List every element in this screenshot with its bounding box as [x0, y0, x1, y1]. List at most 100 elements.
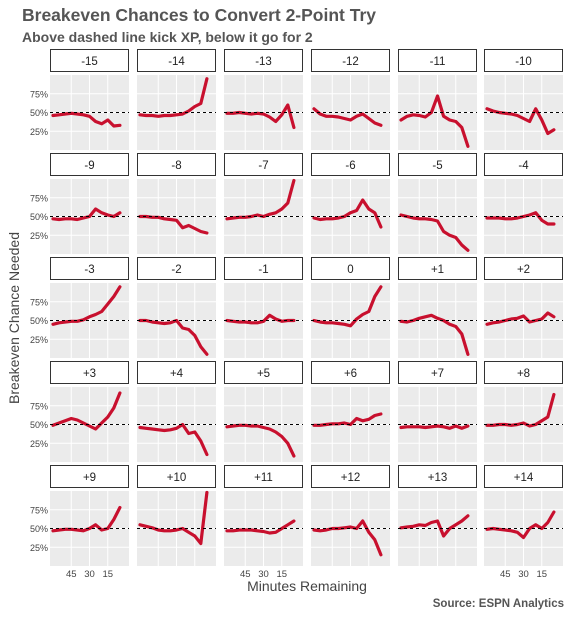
x-tick-label: 30 — [84, 569, 95, 580]
y-tick-label: 25% — [30, 127, 48, 137]
facet-strip — [311, 153, 390, 176]
facet-strip — [224, 361, 303, 384]
facet-strip — [50, 361, 129, 384]
facet-panel: +8 — [484, 361, 563, 462]
facet-panel: -8 — [137, 153, 216, 254]
facet-strip — [137, 257, 216, 280]
facet-label: +7 — [431, 368, 444, 380]
series-line — [399, 514, 470, 538]
facet-panel: +11 45 30 15 — [224, 465, 303, 580]
series-line — [485, 311, 556, 326]
facet-strip — [311, 257, 390, 280]
facet-label: +9 — [83, 472, 96, 484]
facet-label: +2 — [517, 264, 530, 276]
facet-panel: +10 — [137, 465, 216, 566]
facet-label: -6 — [345, 160, 355, 172]
facet-strip — [398, 465, 477, 488]
facet-label: +8 — [517, 368, 530, 380]
facet-panel: +4 — [137, 361, 216, 462]
series-line — [51, 207, 122, 222]
series-line — [312, 198, 383, 229]
series-line — [138, 77, 209, 118]
y-tick-label: 75% — [30, 297, 48, 307]
facet-panel: -7 — [224, 153, 303, 254]
facet-panel: -5 — [398, 153, 477, 254]
x-tick-label: 15 — [536, 569, 547, 580]
facet-label: +4 — [170, 368, 184, 380]
facet-strip — [398, 361, 477, 384]
facet-label: -8 — [171, 160, 181, 172]
facet-label: -9 — [84, 160, 94, 172]
source-note: Source: ESPN Analytics — [432, 598, 564, 610]
facet-label: +10 — [167, 472, 187, 484]
y-tick-label: 75% — [30, 89, 48, 99]
x-tick-label: 45 — [66, 569, 77, 580]
facet-panel: +5 — [224, 361, 303, 462]
facet-strip — [224, 153, 303, 176]
series-line — [51, 285, 122, 326]
facet-label: +6 — [344, 368, 357, 380]
y-tick-label: 75% — [30, 193, 48, 203]
y-tick-label: 25% — [30, 335, 48, 345]
facet-strip — [398, 153, 477, 176]
facet-panel: +14 45 30 15 — [484, 465, 563, 580]
facet-panel: +1 — [398, 257, 477, 358]
series-line — [225, 423, 296, 458]
facet-label: +12 — [341, 472, 361, 484]
x-tick-label: 15 — [102, 569, 113, 580]
chart-subtitle: Above dashed line kick XP, below it go f… — [22, 29, 313, 45]
series-line — [312, 285, 383, 328]
facet-panel: +3 75% 50% 25% — [30, 361, 129, 462]
facet-strip — [484, 153, 563, 176]
series-line — [138, 318, 209, 356]
facet-panel: -15 75% 50% 25% — [30, 49, 129, 150]
series-line — [225, 178, 296, 221]
facet-label: -10 — [515, 56, 532, 68]
facet-strip — [311, 49, 390, 72]
facet-label: -12 — [342, 56, 359, 68]
facet-panel: -11 — [398, 49, 477, 150]
facet-label: -4 — [518, 160, 529, 172]
facet-strip — [484, 361, 563, 384]
y-tick-label: 50% — [30, 316, 48, 326]
facet-panel: -3 75% 50% 25% — [30, 257, 129, 358]
series-line — [51, 111, 122, 128]
x-axis-label: Minutes Remaining — [247, 578, 367, 594]
facet-strip — [311, 465, 390, 488]
facet-strip — [398, 49, 477, 72]
facet-label: +5 — [257, 368, 270, 380]
y-tick-label: 25% — [30, 231, 48, 241]
facet-strip — [484, 49, 563, 72]
facet-strip — [50, 465, 129, 488]
facet-panel: -10 — [484, 49, 563, 150]
x-tick-label: 45 — [240, 569, 251, 580]
facet-panel: -13 — [224, 49, 303, 150]
series-line — [399, 213, 470, 252]
facet-label: +13 — [428, 472, 448, 484]
facet-label: -3 — [84, 264, 94, 276]
facet-label: 0 — [347, 264, 353, 276]
facet-strip — [137, 465, 216, 488]
facet-strip — [137, 361, 216, 384]
facet-panel: 0 — [311, 257, 390, 358]
facet-panel: -1 — [224, 257, 303, 358]
facet-label: -11 — [430, 56, 446, 68]
facet-panel: +9 75% 50% 25% 45 30 15 — [30, 465, 129, 580]
series-line — [138, 214, 209, 235]
facet-label: +3 — [83, 368, 96, 380]
facet-label: +1 — [431, 264, 444, 276]
y-tick-label: 50% — [30, 108, 48, 118]
series-line — [138, 422, 209, 457]
x-tick-label: 15 — [276, 569, 287, 580]
facet-strip — [50, 153, 129, 176]
y-tick-label: 50% — [30, 420, 48, 430]
facet-strip — [398, 257, 477, 280]
series-line — [399, 424, 470, 430]
chart-title: Breakeven Chances to Convert 2-Point Try — [22, 5, 376, 25]
facet-panel: +13 — [398, 465, 477, 566]
facet-strip — [137, 153, 216, 176]
facet-panel: -14 — [137, 49, 216, 150]
series-line — [399, 94, 470, 148]
y-tick-label: 75% — [30, 401, 48, 411]
facet-strip — [484, 465, 563, 488]
